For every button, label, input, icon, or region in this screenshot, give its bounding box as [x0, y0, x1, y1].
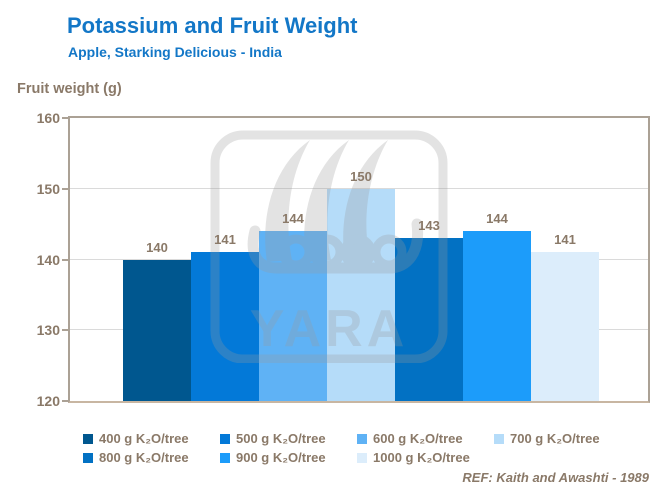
- bar: [123, 259, 191, 401]
- axis-tick: [62, 329, 68, 332]
- legend-swatch: [357, 452, 367, 463]
- plot-area: YARA 120 130 140 150 160 140 141 144 150 143 144 14…: [37, 110, 650, 409]
- bar: [395, 238, 463, 401]
- legend-label: 400 g K₂O/tree: [99, 431, 189, 446]
- bar: [191, 252, 259, 401]
- bar-value-label: 141: [554, 232, 576, 248]
- y-tick-label: 120: [36, 393, 60, 409]
- legend-swatch: [83, 452, 93, 463]
- axis-tick: [62, 258, 68, 261]
- legend-swatch: [220, 433, 230, 444]
- y-tick-label: 140: [36, 251, 60, 268]
- legend-label: 800 g K₂O/tree: [99, 450, 189, 465]
- legend-label: 900 g K₂O/tree: [236, 450, 326, 465]
- legend-item: 1000 g K₂O/tree: [357, 448, 494, 467]
- legend: 400 g K₂O/tree 500 g K₂O/tree 600 g K₂O/tr…: [83, 429, 649, 467]
- y-tick-label: 130: [36, 322, 60, 339]
- legend-item: 700 g K₂O/tree: [494, 429, 631, 448]
- bar-value-label: 144: [282, 211, 304, 227]
- legend-item: 500 g K₂O/tree: [220, 429, 357, 448]
- gridline: [70, 187, 648, 189]
- axis-tick: [62, 117, 68, 119]
- legend-item: 900 g K₂O/tree: [220, 448, 357, 467]
- bar: [463, 231, 531, 401]
- y-axis-title: Fruit weight (g): [17, 81, 122, 97]
- axis-tick: [62, 187, 68, 190]
- bar-value-label: 141: [214, 232, 236, 248]
- axis-tick: [62, 400, 68, 402]
- bar-value-label: 140: [146, 239, 168, 255]
- bar-value-label: 144: [486, 211, 508, 227]
- legend-swatch: [494, 433, 504, 444]
- legend-swatch: [357, 433, 367, 444]
- chart-subtitle: Apple, Starking Delicious - India: [68, 44, 282, 60]
- y-tick-label: 150: [36, 180, 60, 197]
- legend-item: 400 g K₂O/tree: [83, 429, 220, 448]
- legend-item: 600 g K₂O/tree: [357, 429, 494, 448]
- legend-item: 800 g K₂O/tree: [83, 448, 220, 467]
- legend-label: 600 g K₂O/tree: [373, 431, 463, 446]
- reference-text: REF: Kaith and Awashti - 1989: [462, 470, 649, 485]
- legend-label: 500 g K₂O/tree: [236, 431, 326, 446]
- bar-value-label: 143: [418, 218, 440, 234]
- legend-swatch: [220, 452, 230, 463]
- bar: [531, 252, 599, 401]
- chart-title: Potassium and Fruit Weight: [67, 13, 358, 38]
- legend-label: 1000 g K₂O/tree: [373, 450, 470, 465]
- legend-label: 700 g K₂O/tree: [510, 431, 600, 446]
- bar: [327, 188, 395, 401]
- y-tick-label: 160: [36, 110, 60, 126]
- legend-swatch: [83, 433, 93, 444]
- bar: [259, 231, 327, 401]
- bar-value-label: 150: [350, 168, 372, 184]
